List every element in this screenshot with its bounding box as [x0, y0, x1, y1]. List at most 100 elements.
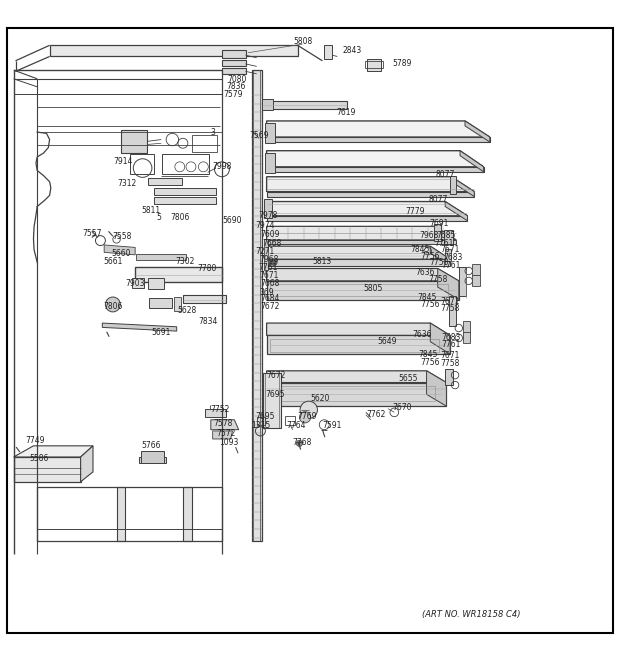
- Bar: [262, 98, 273, 110]
- Text: 7768: 7768: [292, 438, 312, 447]
- Text: 5813: 5813: [312, 256, 332, 266]
- Text: 7572: 7572: [216, 429, 236, 438]
- Text: 7756: 7756: [420, 358, 440, 367]
- Polygon shape: [267, 192, 474, 196]
- Polygon shape: [430, 246, 450, 266]
- Polygon shape: [460, 151, 484, 172]
- Text: 5808: 5808: [293, 37, 312, 46]
- Bar: [257, 417, 265, 425]
- Polygon shape: [211, 420, 239, 430]
- Bar: [265, 124, 275, 143]
- Text: 7558: 7558: [112, 232, 131, 241]
- Text: 7968: 7968: [419, 231, 439, 240]
- Text: 3: 3: [211, 128, 216, 137]
- Polygon shape: [81, 446, 93, 482]
- Text: 7836: 7836: [226, 83, 246, 91]
- Text: 7578: 7578: [213, 419, 233, 428]
- Text: 7761: 7761: [441, 261, 461, 270]
- Bar: [162, 155, 209, 175]
- Polygon shape: [451, 176, 474, 196]
- Circle shape: [300, 401, 317, 418]
- Bar: [472, 275, 480, 286]
- Text: 5811: 5811: [141, 206, 160, 215]
- Bar: [154, 196, 216, 204]
- Text: 7749: 7749: [25, 436, 45, 446]
- Polygon shape: [267, 137, 490, 142]
- Text: 5805: 5805: [363, 284, 383, 293]
- Text: 5660: 5660: [112, 249, 131, 258]
- Text: 7684: 7684: [260, 293, 280, 303]
- Polygon shape: [50, 46, 298, 56]
- Circle shape: [105, 297, 120, 312]
- Text: 7591: 7591: [322, 421, 342, 430]
- Bar: [285, 416, 295, 425]
- Polygon shape: [264, 101, 347, 108]
- Text: 7764: 7764: [286, 421, 306, 430]
- Text: 7685: 7685: [436, 231, 456, 240]
- Bar: [449, 295, 456, 325]
- Text: 7806: 7806: [103, 303, 123, 311]
- Bar: [222, 67, 246, 74]
- Bar: [136, 254, 186, 260]
- Text: 5620: 5620: [310, 393, 330, 403]
- Text: 2843: 2843: [342, 46, 362, 55]
- Bar: [130, 155, 154, 175]
- Text: 7769: 7769: [298, 412, 317, 420]
- Bar: [263, 373, 281, 428]
- Text: 7670: 7670: [392, 403, 412, 412]
- Bar: [264, 239, 268, 270]
- Polygon shape: [267, 176, 474, 192]
- Text: 1315: 1315: [250, 421, 270, 430]
- Polygon shape: [205, 408, 226, 417]
- Text: 7806: 7806: [170, 213, 190, 222]
- Circle shape: [266, 259, 272, 266]
- Polygon shape: [427, 371, 446, 406]
- Text: 7758: 7758: [429, 258, 449, 268]
- Bar: [149, 298, 172, 308]
- Bar: [117, 486, 125, 541]
- Polygon shape: [267, 383, 446, 406]
- Text: 5690: 5690: [222, 215, 242, 225]
- Polygon shape: [267, 151, 484, 167]
- Text: 7609: 7609: [260, 230, 280, 239]
- Text: 7695: 7695: [255, 412, 275, 420]
- Bar: [121, 130, 147, 153]
- Polygon shape: [267, 167, 484, 172]
- Text: 7271: 7271: [255, 247, 275, 256]
- Circle shape: [296, 440, 303, 446]
- Text: 7761: 7761: [441, 340, 461, 349]
- Text: 5: 5: [156, 213, 161, 222]
- Text: 5586: 5586: [29, 453, 49, 463]
- Bar: [174, 297, 181, 311]
- Text: 7780: 7780: [197, 264, 217, 273]
- Text: 7761: 7761: [434, 239, 454, 248]
- Polygon shape: [139, 457, 166, 463]
- Bar: [365, 61, 383, 67]
- Text: 7978: 7978: [258, 212, 278, 220]
- Text: 8077: 8077: [428, 194, 448, 204]
- Bar: [265, 153, 275, 173]
- Bar: [445, 369, 453, 385]
- Text: 8077: 8077: [435, 170, 455, 178]
- Bar: [324, 46, 332, 59]
- Text: 7619: 7619: [336, 108, 356, 117]
- Polygon shape: [438, 268, 459, 299]
- Bar: [222, 60, 246, 66]
- Text: 7668: 7668: [260, 279, 280, 288]
- Text: 7779: 7779: [405, 207, 425, 216]
- Text: 7998: 7998: [212, 163, 232, 171]
- Polygon shape: [267, 268, 459, 281]
- Bar: [183, 486, 192, 541]
- Text: 7695: 7695: [265, 391, 285, 399]
- Text: 7671: 7671: [440, 245, 460, 254]
- Text: 7758: 7758: [428, 274, 448, 284]
- Text: 7636: 7636: [415, 268, 435, 278]
- Bar: [154, 188, 216, 196]
- Text: 7636: 7636: [412, 330, 432, 338]
- Polygon shape: [267, 202, 467, 215]
- Bar: [450, 176, 456, 194]
- Polygon shape: [267, 240, 456, 245]
- Text: 5766: 5766: [141, 441, 161, 449]
- Polygon shape: [14, 446, 93, 457]
- Polygon shape: [14, 457, 81, 482]
